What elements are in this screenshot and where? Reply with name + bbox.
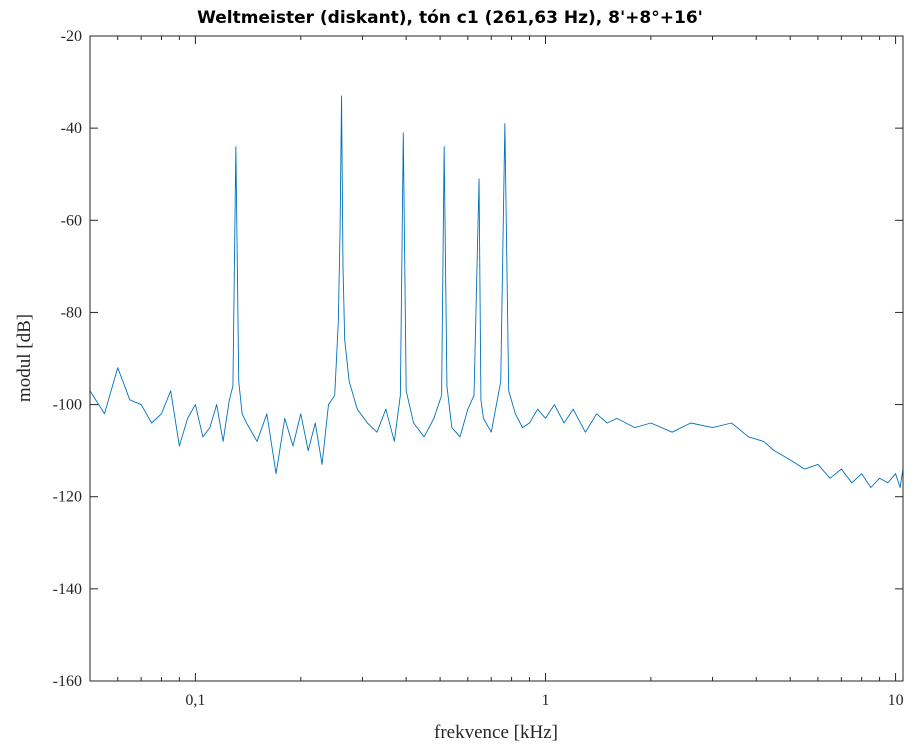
y-axis-label: modul [dB] [14, 314, 35, 402]
y-tick-label: -140 [53, 581, 82, 598]
y-tick-label: -60 [61, 212, 82, 229]
y-tick-label: -20 [61, 28, 82, 45]
y-tick-label: -100 [53, 397, 82, 414]
y-tick-label: -120 [53, 489, 82, 506]
series-layer [89, 95, 904, 488]
plot-area [90, 36, 903, 681]
y-ticks: -160 -140 -120 -100 -80 -60 -40 -20 [53, 28, 903, 690]
x-tick-label: 0,1 [185, 692, 205, 709]
x-tick-label: 10 [888, 692, 904, 709]
x-minor-ticks [89, 36, 881, 681]
x-tick-label: 1 [541, 692, 549, 709]
y-tick-label: -40 [61, 120, 82, 137]
plot-frame [89, 35, 904, 682]
x-ticks: 0,1 1 10 [185, 36, 904, 709]
chart-title: Weltmeister (diskant), tón c1 (261,63 Hz… [197, 8, 703, 28]
y-tick-label: -80 [61, 304, 82, 321]
series-line-0 [89, 95, 904, 488]
x-axis-label: frekvence [kHz] [434, 722, 558, 743]
y-tick-label: -160 [53, 673, 82, 690]
